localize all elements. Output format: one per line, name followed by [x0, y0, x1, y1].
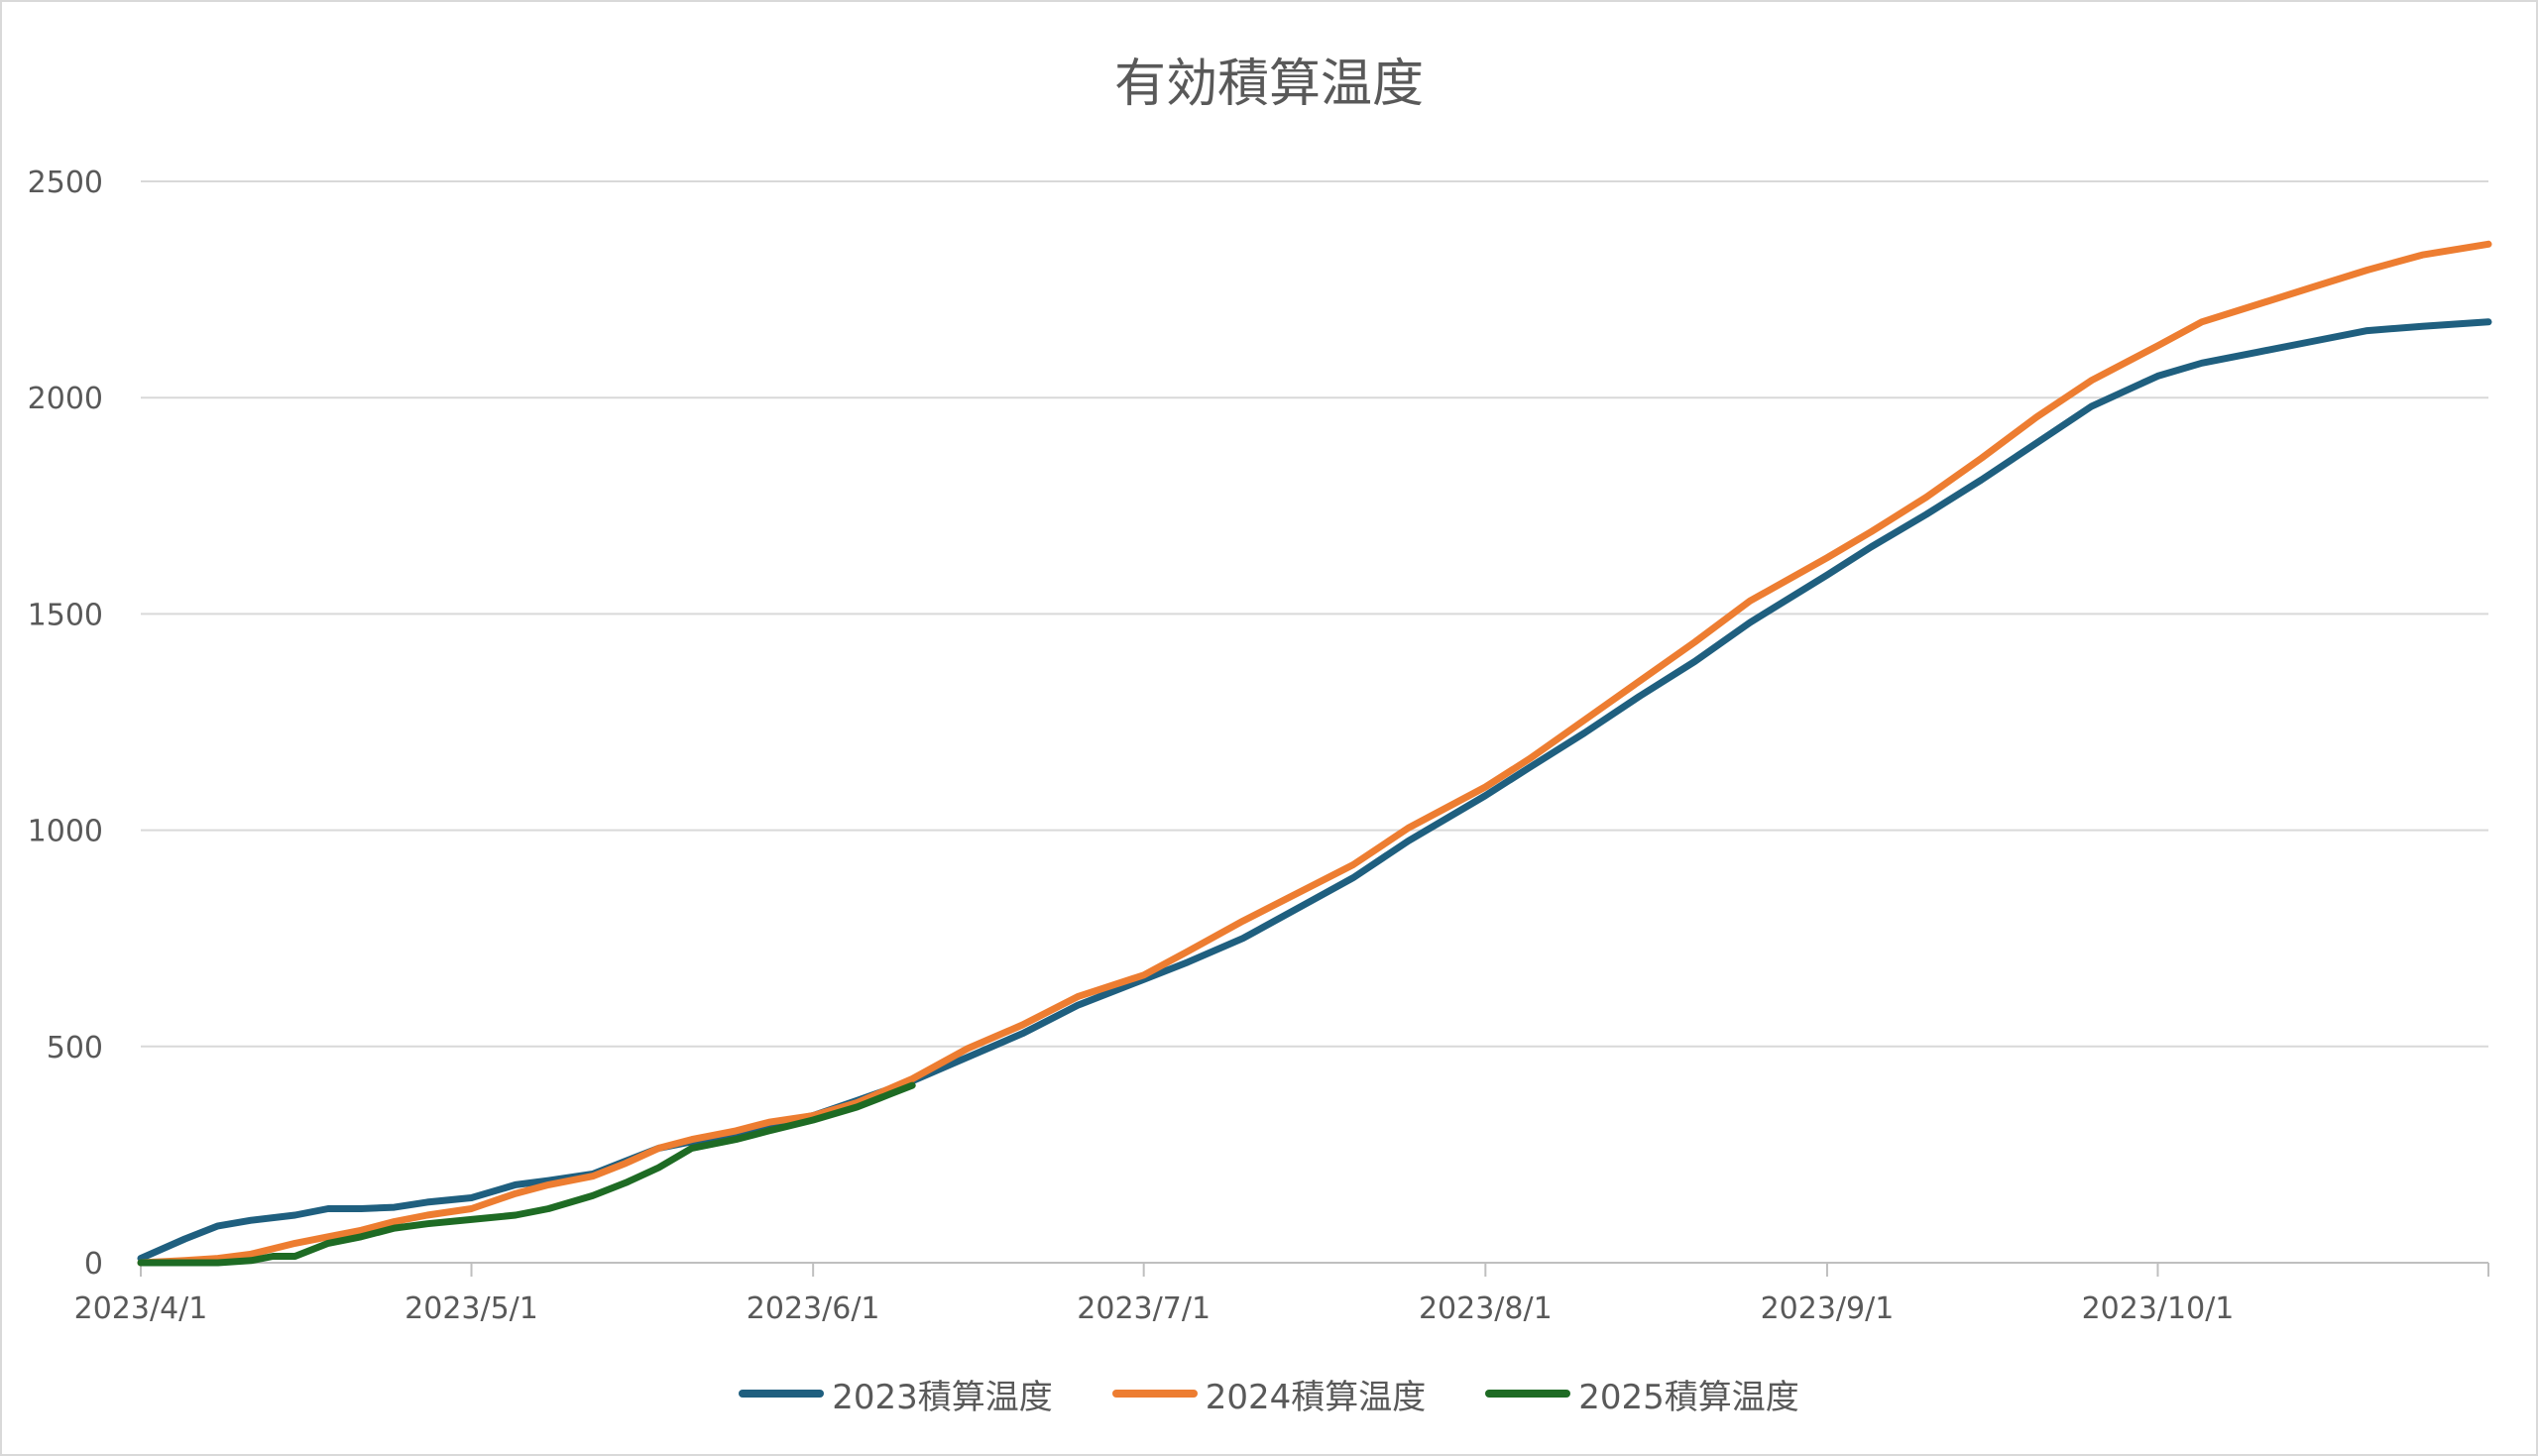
series-line-1: [137, 318, 2492, 1263]
x-tick-label: 2023/10/1: [2082, 1291, 2235, 1326]
legend-item: 2023積算温度: [739, 1370, 1053, 1418]
x-tick-label: 2023/4/1: [74, 1291, 208, 1326]
x-tick-label: 2023/9/1: [1761, 1291, 1895, 1326]
chart-title: 有効積算温度: [1113, 55, 1424, 114]
x-tick-label: 2023/5/1: [404, 1291, 538, 1326]
legend-swatch: [1485, 1390, 1571, 1398]
legend-label: 2023積算温度: [832, 1377, 1053, 1417]
legend-label: 2024積算温度: [1205, 1377, 1427, 1417]
legend-item: 2025積算温度: [1485, 1370, 1799, 1418]
series-line-3: [137, 1081, 916, 1267]
axes: 0 500 1000 1500 2000 2500 2023/4/1 2023/5/1 2023…: [28, 166, 2489, 1326]
legend-item: 2024積算温度: [1111, 1370, 1427, 1418]
x-tick-label: 2023/6/1: [747, 1291, 880, 1326]
y-tick-label: 0: [84, 1247, 103, 1282]
x-tick-label: 2023/7/1: [1077, 1291, 1211, 1326]
legend-swatch: [1111, 1390, 1198, 1398]
gridlines: [141, 180, 2488, 1048]
y-tick-label: 2500: [28, 166, 103, 200]
legend: 2023積算温度 2024積算温度 2025積算温度: [0, 1366, 2538, 1421]
x-tick-label: 2023/8/1: [1419, 1291, 1553, 1326]
legend-label: 2025積算温度: [1578, 1377, 1799, 1417]
y-tick-label: 500: [47, 1031, 103, 1065]
y-tick-label: 1500: [28, 598, 103, 632]
series-lines: [137, 240, 2492, 1267]
y-tick-label: 1000: [28, 815, 103, 849]
series-line-2: [137, 240, 2492, 1267]
legend-swatch: [739, 1390, 825, 1398]
y-tick-label: 2000: [28, 382, 103, 416]
